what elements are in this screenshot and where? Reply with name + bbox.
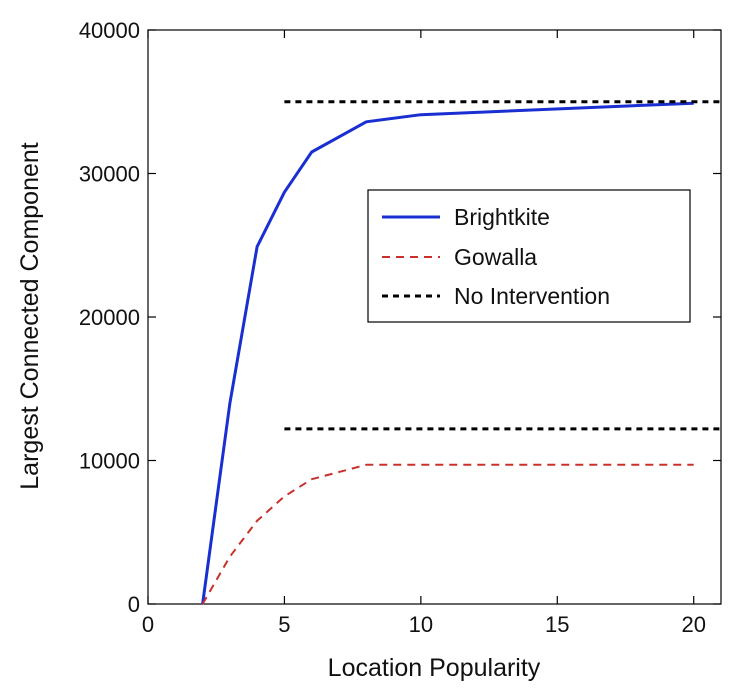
legend: Brightkite Gowalla No Intervention (367, 189, 691, 323)
y-tick-label: 0 (128, 592, 140, 617)
x-tick-label: 15 (545, 612, 569, 637)
y-axis-title: Largest Connected Component (16, 142, 44, 490)
legend-label-gowalla: Gowalla (454, 244, 537, 270)
legend-label-no-intervention: No Intervention (454, 283, 610, 309)
x-tick-label: 5 (278, 612, 290, 637)
series-line-brightkite (201, 101, 694, 605)
legend-box (367, 189, 691, 323)
y-tick-label: 40000 (79, 18, 140, 43)
x-tick-label: 0 (142, 612, 154, 637)
axis-ticks (147, 29, 721, 605)
y-tick-label: 10000 (79, 449, 140, 474)
legend-label-brightkite: Brightkite (454, 204, 550, 230)
series-line-gowalla (201, 463, 694, 605)
x-tick-label: 20 (681, 612, 705, 637)
series-layer (201, 100, 721, 605)
x-tick-label: 10 (409, 612, 433, 637)
y-tick-label: 30000 (79, 162, 140, 187)
y-tick-label: 20000 (79, 305, 140, 330)
axis-tick-labels: 0 5 10 15 20 0 10000 20000 30000 40000 (79, 18, 706, 637)
x-axis-title: Location Popularity (328, 654, 541, 682)
